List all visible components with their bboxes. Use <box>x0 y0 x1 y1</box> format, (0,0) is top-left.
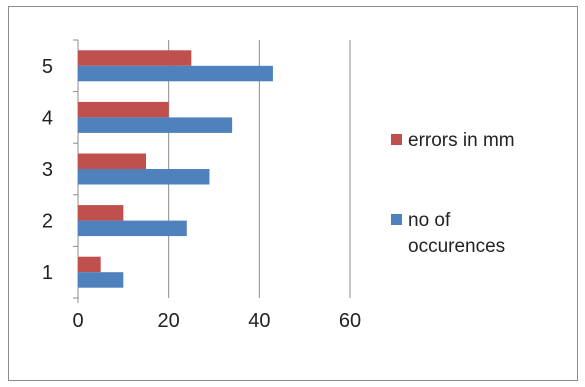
bar-errors-5 <box>78 50 192 66</box>
bar-occurences-3 <box>78 169 210 185</box>
y-tick-label-1: 1 <box>42 262 53 284</box>
legend-label-occurences-line1: no of <box>408 210 451 231</box>
bar-occurences-1 <box>78 272 124 288</box>
bar-occurences-2 <box>78 220 187 237</box>
x-tick-label-60: 60 <box>339 310 361 332</box>
x-tick-label-20: 20 <box>158 310 180 332</box>
legend-label-errors: errors in mm <box>408 130 515 151</box>
bar-occurences-4 <box>78 117 233 133</box>
x-tick-label-40: 40 <box>248 310 270 332</box>
bar-errors-2 <box>78 205 124 221</box>
legend-swatch-occurences <box>391 214 402 225</box>
bar-occurences-5 <box>78 65 273 82</box>
y-tick-label-4: 4 <box>42 107 53 129</box>
bar-errors-1 <box>78 256 101 273</box>
legend-label-occurences-line2: occurences <box>408 236 505 257</box>
y-tick-label-3: 3 <box>42 159 53 181</box>
bar-errors-4 <box>78 101 169 118</box>
bar-errors-3 <box>78 153 146 169</box>
y-tick-label-2: 2 <box>42 211 53 233</box>
y-tick-label-5: 5 <box>42 56 53 78</box>
x-tick-label-0: 0 <box>72 310 83 332</box>
legend-swatch-errors <box>391 134 402 145</box>
